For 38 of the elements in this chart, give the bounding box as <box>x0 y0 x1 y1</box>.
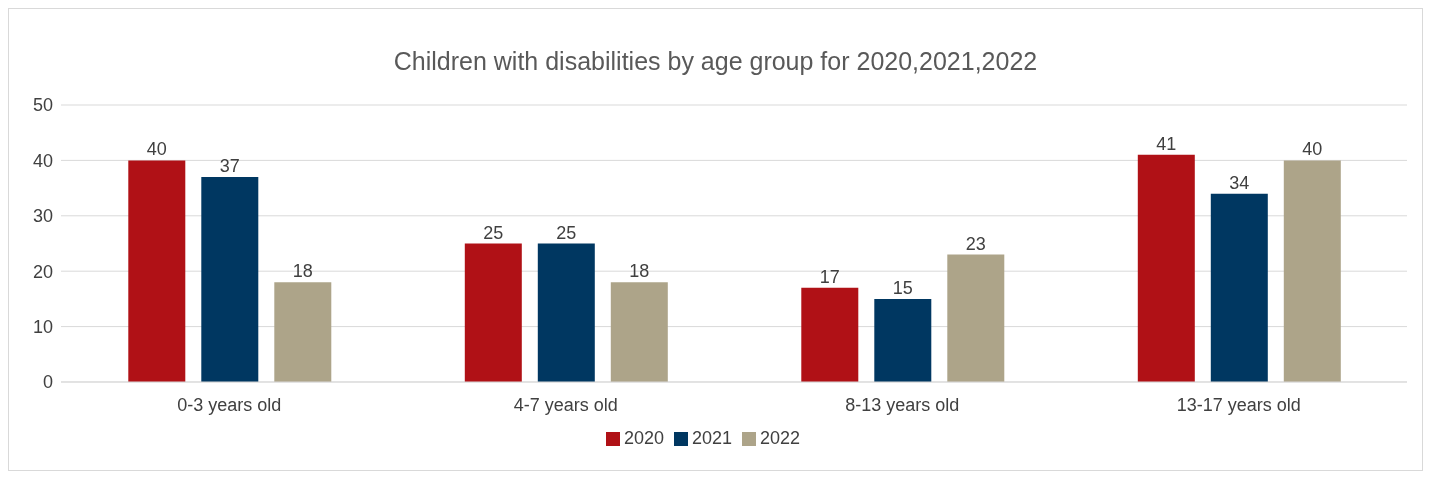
legend-label: 2021 <box>691 428 733 448</box>
bar <box>274 282 332 382</box>
bar <box>874 298 932 382</box>
x-tick-label: 4-7 years old <box>513 394 618 415</box>
bar <box>1137 154 1195 382</box>
data-label: 18 <box>629 261 650 282</box>
bar <box>1283 160 1341 382</box>
bar <box>201 177 259 382</box>
y-tick-label: 40 <box>32 150 53 171</box>
y-tick-label: 30 <box>32 206 53 227</box>
y-tick-label: 20 <box>32 261 53 282</box>
legend-label: 2020 <box>623 428 664 448</box>
x-tick-label: 13-17 years old <box>1176 394 1301 415</box>
data-label: 37 <box>219 156 240 177</box>
y-tick-label: 10 <box>32 316 53 337</box>
data-label: 40 <box>146 139 167 160</box>
x-tick-label: 8-13 years old <box>845 394 960 415</box>
data-label: 23 <box>965 233 986 254</box>
x-tick-label: 0-3 years old <box>177 394 282 415</box>
y-tick-label: 50 <box>32 95 53 116</box>
data-label: 25 <box>556 222 577 243</box>
bar <box>464 243 522 382</box>
bar <box>1210 193 1268 382</box>
bar <box>537 243 595 382</box>
bar <box>947 254 1005 382</box>
data-label: 34 <box>1229 172 1250 193</box>
y-tick-label: 0 <box>42 372 53 393</box>
data-label: 15 <box>892 277 913 298</box>
data-label: 18 <box>292 261 313 282</box>
bar <box>610 282 668 382</box>
bar <box>801 287 859 382</box>
data-label: 40 <box>1302 139 1323 160</box>
bar <box>128 160 186 382</box>
data-label: 41 <box>1156 133 1177 154</box>
data-label: 17 <box>819 266 840 287</box>
legend-label: 2022 <box>760 428 801 448</box>
data-label: 25 <box>483 222 504 243</box>
chart-title: Children with disabilities by age group for 2020,2021,2022 <box>392 47 1039 76</box>
